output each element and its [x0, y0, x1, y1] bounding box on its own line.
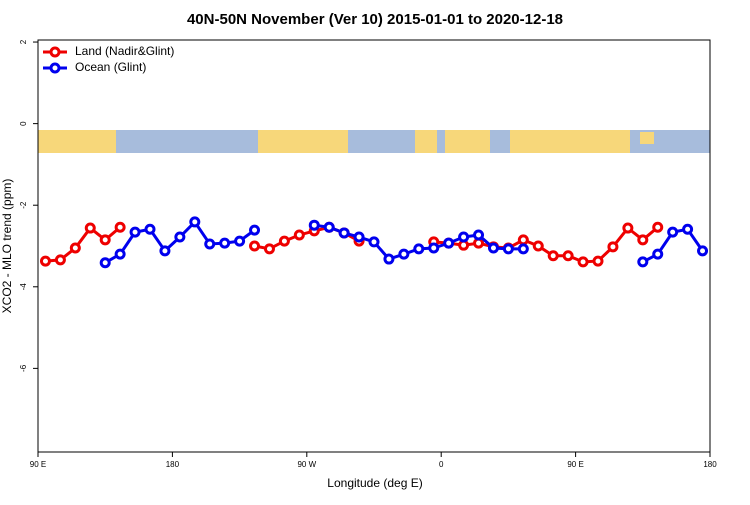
data-point: [114, 248, 126, 260]
data-point: [517, 234, 529, 246]
y-axis-label: XCO2 - MLO trend (ppm): [0, 179, 14, 314]
data-point: [398, 248, 410, 260]
data-point: [278, 235, 290, 247]
data-point: [517, 243, 529, 255]
data-point: [458, 231, 470, 243]
x-tick-label: 180: [703, 460, 717, 469]
data-point: [174, 231, 186, 243]
data-point: [637, 234, 649, 246]
data-point: [682, 223, 694, 235]
data-point: [547, 250, 559, 262]
data-point: [99, 234, 111, 246]
data-point: [39, 255, 51, 267]
x-tick-label: 90 W: [297, 460, 316, 469]
data-point: [562, 250, 574, 262]
data-point: [473, 229, 485, 241]
data-point: [204, 238, 216, 250]
y-tick-label: 0: [19, 121, 28, 126]
data-point: [219, 237, 231, 249]
data-point: [99, 257, 111, 269]
data-point: [652, 221, 664, 233]
data-point: [443, 237, 455, 249]
data-point: [308, 219, 320, 231]
data-point: [293, 229, 305, 241]
data-point: [637, 256, 649, 268]
chart-title: 40N-50N November (Ver 10) 2015-01-01 to …: [187, 11, 563, 28]
data-point: [383, 253, 395, 265]
data-point: [54, 254, 66, 266]
data-point: [189, 216, 201, 228]
x-tick-label: 90 E: [30, 460, 46, 469]
data-point: [353, 231, 365, 243]
map-strip: [38, 130, 710, 153]
data-point: [487, 242, 499, 254]
y-tick-label: -2: [19, 201, 28, 209]
data-point: [249, 224, 261, 236]
data-point: [577, 256, 589, 268]
data-point: [368, 236, 380, 248]
x-tick-label: 180: [166, 460, 180, 469]
data-point: [622, 222, 634, 234]
plot-frame: [37, 39, 711, 453]
legend-marker: [49, 62, 61, 74]
data-point: [323, 221, 335, 233]
legend-label: Ocean (Glint): [75, 60, 146, 74]
data-point: [607, 241, 619, 253]
x-axis-label: Longitude (deg E): [327, 476, 422, 490]
x-tick-label: 0: [439, 460, 444, 469]
data-point: [652, 248, 664, 260]
legend-marker: [49, 46, 61, 58]
data-point: [129, 226, 141, 238]
data-point: [532, 240, 544, 252]
data-point: [234, 235, 246, 247]
data-point: [69, 242, 81, 254]
y-tick-label: -6: [19, 364, 28, 372]
data-point: [338, 227, 350, 239]
data-point: [667, 226, 679, 238]
x-tick-label: 90 E: [567, 460, 583, 469]
data-point: [697, 245, 709, 257]
y-tick-label: 2: [19, 39, 28, 44]
data-point: [249, 240, 261, 252]
data-point: [114, 221, 126, 233]
data-point: [144, 223, 156, 235]
data-point: [413, 243, 425, 255]
data-point: [159, 245, 171, 257]
data-point: [502, 243, 514, 255]
data-point: [592, 255, 604, 267]
data-point: [428, 242, 440, 254]
legend: Land (Nadir&Glint) Ocean (Glint): [43, 44, 174, 74]
legend-label: Land (Nadir&Glint): [75, 44, 174, 58]
y-tick-label: -4: [19, 283, 28, 291]
data-point: [84, 222, 96, 234]
data-point: [263, 243, 275, 255]
